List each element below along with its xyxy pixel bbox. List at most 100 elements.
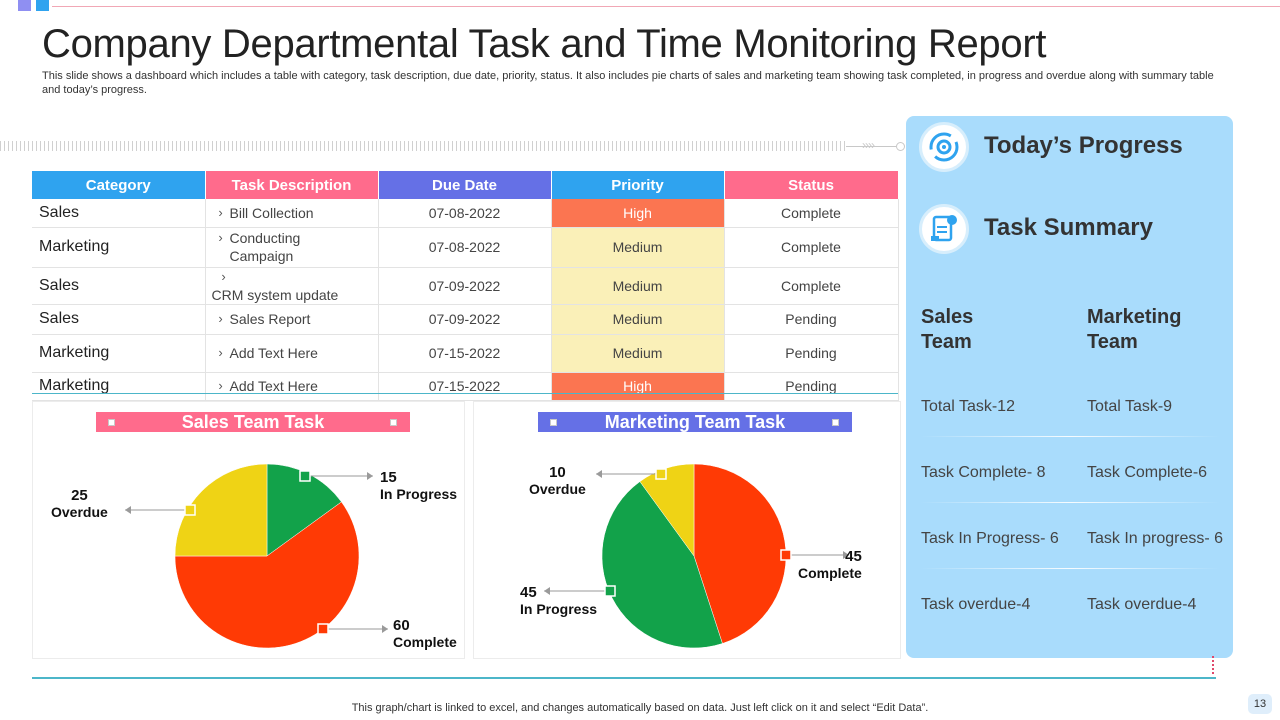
progress-panel: Today’s Progress Task Summary Sales Team…: [906, 116, 1233, 658]
cell-status: Pending: [724, 334, 899, 373]
header-priority: Priority: [551, 171, 725, 199]
task-table: Category Task Description Due Date Prior…: [32, 171, 899, 401]
ribbon-dot: [896, 142, 905, 151]
leader-arrow: [125, 506, 131, 514]
cell-category: Marketing: [32, 227, 206, 268]
cell-priority: Medium: [551, 227, 725, 268]
pie-label-text: Complete: [798, 565, 862, 581]
sales-team-heading: Sales Team: [921, 305, 1051, 355]
pie-slice-complete: [693, 463, 787, 644]
leader-arrow: [596, 470, 602, 478]
header-category: Category: [32, 171, 206, 199]
cell-description-text: CRM system update: [211, 286, 339, 303]
sales-total-task: Total Task-12: [921, 398, 1015, 415]
table-bottom-rule: [32, 393, 898, 394]
title-marker: [390, 419, 397, 426]
pie-label-overdue: 25 Overdue: [51, 487, 108, 521]
cell-due-date: 07-08-2022: [378, 199, 552, 228]
cell-category: Sales: [32, 267, 206, 305]
cell-description: › Bill Collection: [205, 199, 379, 228]
marketing-total-task: Total Task-9: [1087, 398, 1173, 415]
pie-value: 10: [549, 464, 566, 481]
marketing-team-heading-line1: Marketing: [1087, 306, 1182, 328]
cell-description-text: Add Text Here: [229, 378, 318, 394]
sales-chart-panel: Sales Team Task 15 In Progress 25 Overdu…: [32, 401, 465, 659]
leader-arrow: [544, 587, 550, 595]
cell-status: Complete: [724, 199, 899, 228]
header-status: Status: [724, 171, 899, 199]
title-marker: [832, 419, 839, 426]
title-marker: [108, 419, 115, 426]
pie-value: 45: [845, 548, 862, 565]
cell-category: Sales: [32, 304, 206, 335]
cell-description-text: Add Text Here: [229, 345, 318, 361]
table-header-row: Category Task Description Due Date Prior…: [32, 171, 899, 199]
marketing-task-overdue: Task overdue-4: [1087, 596, 1197, 613]
leader-marker: [299, 470, 311, 482]
cell-status: Complete: [724, 227, 899, 268]
sales-team-heading-line2: Team: [921, 331, 972, 353]
cell-description: › Add Text Here: [205, 334, 379, 373]
chevron-right-icon: ›: [221, 268, 226, 284]
pie-label-text: Overdue: [529, 481, 586, 497]
cell-description: › Sales Report: [205, 304, 379, 335]
cell-status: Complete: [724, 267, 899, 305]
corner-square-2: [36, 0, 49, 11]
pie-label-complete: 45 Complete: [798, 548, 862, 582]
header-due-date: Due Date: [378, 171, 552, 199]
marketing-team-heading: Marketing Team: [1087, 305, 1217, 355]
leader-marker: [780, 549, 792, 561]
pie-label-text: Complete: [393, 634, 457, 650]
chevron-right-icon: ›: [218, 378, 223, 393]
footer-rule: [32, 677, 1216, 679]
pie-label-text: Overdue: [51, 504, 108, 520]
title-marker: [550, 419, 557, 426]
cell-description: › Add Text Here: [205, 372, 379, 401]
chevron-right-icon: ›: [218, 230, 223, 245]
stat-separator: [920, 568, 1220, 569]
stat-separator: [920, 436, 1220, 437]
stat-separator: [920, 502, 1220, 503]
sales-task-in-progress: Task In Progress- 6: [921, 530, 1059, 547]
cell-description: › Conducting Campaign: [205, 227, 379, 268]
sales-task-overdue: Task overdue-4: [921, 596, 1031, 613]
cell-description-text: Conducting Campaign: [229, 230, 301, 264]
page-title: Company Departmental Task and Time Monit…: [42, 22, 1047, 66]
sales-team-heading-line1: Sales: [921, 306, 974, 328]
cell-status: Pending: [724, 372, 899, 401]
cell-due-date: 07-15-2022: [378, 334, 552, 373]
marketing-pie-chart: [544, 463, 849, 649]
leader-arrow: [367, 472, 373, 480]
table-row: Marketing › Add Text Here 07-15-2022 Medi…: [32, 334, 899, 373]
page-subtitle: This slide shows a dashboard which inclu…: [42, 70, 1214, 96]
cell-priority: Medium: [551, 267, 725, 305]
header-task-description: Task Description: [205, 171, 379, 199]
cell-priority: Medium: [551, 304, 725, 335]
pie-slice-in-progress: [601, 481, 723, 649]
cell-priority: High: [551, 372, 725, 401]
pie-value: 15: [380, 469, 397, 486]
page-number: 13: [1248, 694, 1272, 714]
pie-value: 25: [71, 487, 88, 504]
marketing-chart-panel: Marketing Team Task 10 Overdue 45 Comple…: [473, 401, 901, 659]
leader-marker: [184, 504, 196, 516]
chevron-right-icon: ›: [218, 311, 223, 326]
pie-slice-overdue: [174, 463, 268, 557]
cell-description-text: Sales Report: [229, 311, 311, 327]
pie-label-in-progress: 45 In Progress: [520, 584, 597, 618]
marketing-team-heading-line2: Team: [1087, 331, 1138, 353]
document-money-icon-graphic: [931, 215, 957, 242]
refresh-gear-icon-graphic: [929, 132, 959, 162]
marketing-task-in-progress: Task In progress- 6: [1087, 530, 1224, 547]
pie-label-overdue: 10 Overdue: [529, 464, 586, 498]
footer-note: This graph/chart is linked to excel, and…: [351, 702, 929, 714]
sales-task-complete: Task Complete- 8: [921, 464, 1046, 481]
cell-category: Sales: [32, 199, 206, 228]
sales-chart-title: Sales Team Task: [96, 412, 410, 432]
cell-description-text: Bill Collection: [229, 204, 314, 221]
table-row: Sales › CRM system update 07-09-2022 Medi…: [32, 267, 899, 305]
cell-priority: Medium: [551, 334, 725, 373]
ribbon-chevrons-icon: ››››: [862, 138, 875, 152]
leader-marker: [317, 623, 329, 635]
pie-label-complete: 60 Complete: [393, 617, 457, 651]
